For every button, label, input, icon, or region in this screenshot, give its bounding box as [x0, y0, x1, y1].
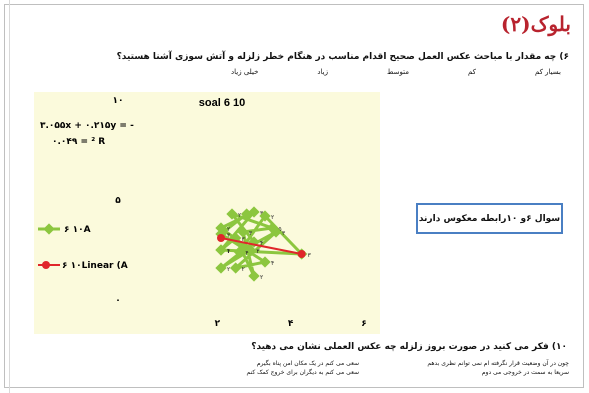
data-label: ۵ [278, 226, 281, 233]
data-label: ۲ [242, 266, 245, 273]
option-medium: متوسط [386, 68, 409, 76]
question-6: ۶) چه مقدار با مباحث عکس العمل صحیح اقدا… [116, 52, 569, 62]
chart-legend: ۶ ۱۰A ۶ ۱۰Linear (A [38, 223, 128, 271]
answer-item: سریعا به سمت در خروجی می دوم [481, 369, 569, 376]
data-label: ۴ [271, 260, 274, 267]
answer-options: بسیار کم کم متوسط زیاد خیلی زیاد [231, 68, 561, 76]
data-label: ۴ [227, 248, 230, 255]
series-line [219, 210, 304, 278]
r-squared: ۰.۰۴۹ = ² R [52, 137, 105, 147]
data-label: ۳ [249, 230, 253, 237]
x-tick-label: ۲ [215, 319, 221, 329]
option-high: زیاد [317, 68, 328, 76]
data-point [215, 262, 227, 274]
chart-area: soal 6 10 ۳.۰۵۵x + ۰.۲۱۵y = - ۰.۰۴۹ = ² … [34, 92, 380, 334]
data-label: ۳ [242, 236, 246, 243]
data-label: ۴ [245, 250, 248, 257]
slide-frame [4, 4, 584, 388]
scatter-chart: soal 6 10 ۳.۰۵۵x + ۰.۲۱۵y = - ۰.۰۴۹ = ² … [38, 96, 367, 329]
inverse-relation-callout: سوال ۶و ۱۰رابطه معکوس دارند [416, 203, 563, 234]
data-label: ۲ [260, 274, 263, 281]
data-point [237, 226, 249, 238]
data-point [259, 256, 271, 268]
data-label: ۲ [271, 214, 274, 221]
answer-item: سعی می کنم به دیگران برای خروج کمک کنم [246, 369, 359, 376]
trend-point [297, 250, 306, 258]
answer-group-left: سعی می کنم در یک مکان امن پناه بگیرم سعی… [199, 359, 359, 377]
option-very-low: بسیار کم [534, 68, 561, 76]
data-point [215, 244, 227, 256]
data-label: ۳ [227, 232, 231, 239]
legend-swatch-marker [42, 261, 50, 269]
y-tick-label: ۱۰ [113, 96, 124, 106]
data-point [270, 226, 282, 238]
data-label: ۳ [256, 248, 260, 255]
legend-label: ۶ ۱۰Linear (A [62, 261, 128, 271]
legend-swatch-marker [43, 223, 55, 235]
data-point [233, 246, 245, 258]
option-low: کم [467, 68, 476, 76]
option-very-high: خیلی زیاد [231, 68, 259, 76]
chart-title: soal 6 10 [199, 97, 245, 109]
trendline [220, 237, 302, 255]
data-label: ۲ [227, 226, 230, 233]
left-margin-line [9, 0, 10, 393]
data-label: ۳ [308, 252, 312, 259]
trend-equation: ۳.۰۵۵x + ۰.۲۱۵y = - [40, 121, 134, 131]
data-point [244, 244, 256, 256]
answer-item: چون در آن وضعیت قرار نگرفته ام نمی توانم… [427, 360, 569, 367]
trend-point [217, 234, 225, 242]
data-point [230, 262, 242, 274]
block-title: بلوک(۲) [500, 12, 571, 36]
data-point [248, 270, 260, 282]
question-10: ۱۰) فکر می کنید در صورت بروز زلزله چه عک… [251, 342, 567, 352]
data-label: ۲ [238, 212, 241, 219]
answer-group-right: چون در آن وضعیت قرار نگرفته ام نمی توانم… [399, 359, 569, 377]
legend-label: ۶ ۱۰A [64, 225, 91, 235]
data-point [215, 222, 227, 234]
x-tick-label: ۴ [288, 319, 294, 329]
data-label: ۳ [282, 230, 286, 237]
data-label: ۲ [227, 266, 230, 273]
y-tick-label: ۰ [115, 296, 121, 306]
x-tick-label: ۶ [361, 319, 367, 329]
data-label: ۴ [260, 240, 263, 247]
data-label: ۱ [227, 248, 230, 255]
y-tick-label: ۵ [115, 196, 121, 206]
answer-item: سعی می کنم در یک مکان امن پناه بگیرم [256, 360, 359, 367]
